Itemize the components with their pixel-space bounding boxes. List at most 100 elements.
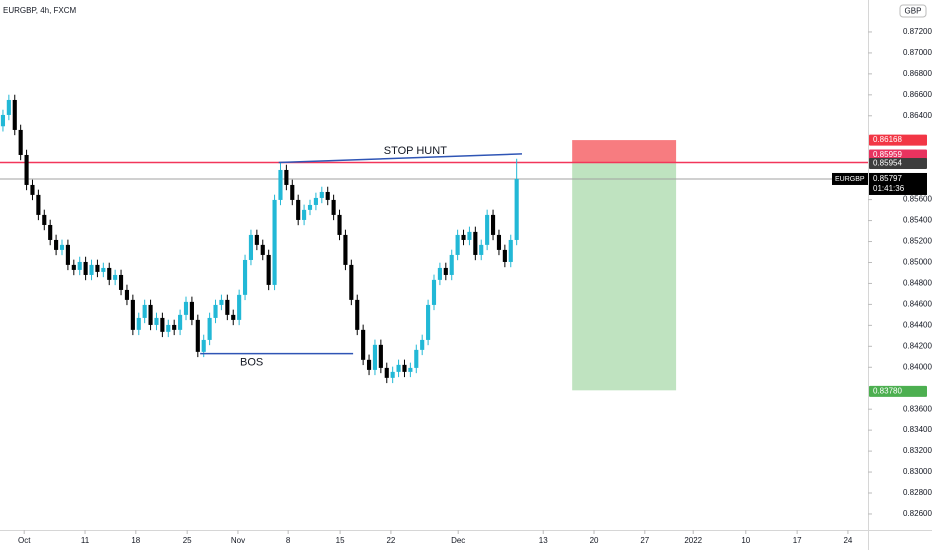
candle-body (124, 289, 130, 300)
candle-body (431, 279, 437, 305)
candle-body (443, 267, 448, 275)
candle-body (42, 214, 47, 225)
x-tick-label: 22 (386, 536, 395, 545)
candle-body (302, 209, 307, 220)
y-tick-label: 0.84600 (903, 300, 932, 309)
candle-body (71, 264, 76, 270)
candle-body (496, 234, 502, 250)
x-tick-label: 13 (539, 536, 548, 545)
y-tick-label: 0.86400 (903, 111, 932, 120)
candle-body (378, 344, 383, 368)
target-zone (572, 162, 677, 391)
candle-body (6, 99, 11, 115)
candle-body (0, 114, 6, 127)
candle-body (154, 317, 159, 325)
x-tick-label: 2022 (684, 536, 702, 545)
y-tick-label: 0.83400 (903, 425, 932, 434)
x-tick-label: 27 (640, 536, 649, 545)
currency: GBP (905, 7, 922, 16)
candle-body (219, 299, 224, 305)
candle-body (172, 324, 177, 330)
x-tick-label: 20 (590, 536, 599, 545)
x-tick-label: 15 (336, 536, 345, 545)
candle-body (48, 224, 53, 240)
candle-body (355, 299, 360, 330)
candle-body (30, 184, 35, 195)
candle-body (242, 259, 248, 295)
x-tick-label: 11 (81, 536, 90, 545)
candle-body (467, 231, 472, 240)
y-tick-label: 0.84200 (903, 341, 932, 350)
y-tick-label: 0.83200 (903, 446, 932, 455)
y-tick-label: 0.86800 (903, 69, 932, 78)
candle-body (408, 367, 413, 372)
chart-title: EURGBP, 4h, FXCM (3, 6, 77, 15)
candle-body (166, 324, 171, 332)
candle-body (473, 231, 478, 255)
candle-body (201, 339, 206, 352)
candle-body (113, 274, 118, 280)
x-tick-label: 24 (843, 536, 852, 545)
candle-body (390, 371, 395, 378)
candle-body (307, 204, 313, 210)
candle-body (183, 301, 189, 315)
last-price-countdown: 01:41:36 (873, 184, 905, 193)
candle-body (502, 249, 507, 262)
trend-line (278, 153, 523, 164)
candle-body (260, 244, 265, 255)
candle-body (101, 267, 106, 272)
candle-body (325, 191, 330, 200)
candle-body (426, 304, 431, 340)
price-badge (869, 134, 927, 146)
x-tick-label: 25 (183, 536, 192, 545)
candle-body (89, 264, 94, 275)
candle-body (361, 329, 366, 360)
y-tick-label: 0.87000 (903, 48, 932, 57)
candle-body (178, 314, 183, 330)
x-tick-label: 17 (793, 536, 802, 545)
y-tick-label: 0.82800 (903, 488, 932, 497)
price-badge-label: 0.86168 (873, 135, 902, 144)
candle-body (278, 169, 283, 200)
candle-body (414, 349, 419, 368)
last-price-badge (869, 172, 927, 195)
candle-body (237, 294, 242, 320)
y-tick-label: 0.86600 (903, 90, 932, 99)
y-tick-label: 0.85400 (903, 216, 932, 225)
candle-body (479, 244, 484, 255)
stop-zone (572, 140, 677, 163)
x-tick-label: 18 (131, 536, 140, 545)
x-tick-label: 10 (741, 536, 750, 545)
candle-body (331, 199, 336, 215)
currency-badge[interactable] (899, 4, 927, 18)
candle-body (396, 364, 401, 372)
candle-body (77, 261, 82, 270)
candle-body (18, 129, 23, 155)
candle-body (65, 244, 70, 265)
price-badge (869, 158, 927, 170)
candle-body (160, 317, 165, 332)
candle-body (136, 317, 141, 330)
candle-body (12, 99, 17, 130)
candle-body (59, 244, 65, 250)
candle-body (455, 234, 460, 255)
price-badge (869, 385, 927, 397)
y-tick-label: 0.85200 (903, 237, 932, 246)
price-badge (869, 149, 927, 161)
x-tick-label: Oct (18, 536, 31, 545)
price-badge-label: 0.85954 (873, 159, 902, 168)
annotation-label: BOS (240, 357, 263, 369)
candle-body (337, 214, 342, 235)
candle-body (508, 239, 513, 262)
symbol-badge (832, 172, 868, 185)
candle-body (130, 299, 135, 330)
y-tick-label: 0.84400 (903, 320, 932, 329)
candle-body (83, 261, 88, 275)
candle-body (372, 344, 378, 370)
candle-body (36, 194, 41, 215)
y-tick-label: 0.85600 (903, 195, 932, 204)
candle-body (225, 299, 230, 315)
candle-body (366, 359, 372, 370)
